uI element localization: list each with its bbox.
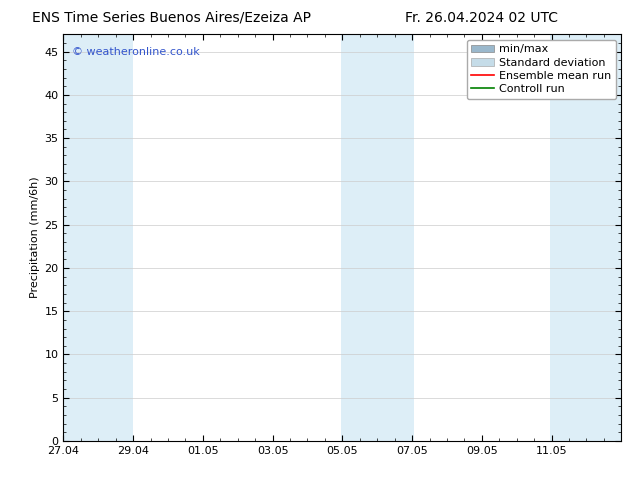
Bar — [550, 34, 621, 441]
Y-axis label: Precipitation (mm/6h): Precipitation (mm/6h) — [30, 177, 40, 298]
Bar — [340, 34, 414, 441]
Text: © weatheronline.co.uk: © weatheronline.co.uk — [72, 47, 200, 56]
Bar — [63, 34, 133, 441]
Text: Fr. 26.04.2024 02 UTC: Fr. 26.04.2024 02 UTC — [405, 11, 559, 25]
Text: ENS Time Series Buenos Aires/Ezeiza AP: ENS Time Series Buenos Aires/Ezeiza AP — [32, 11, 311, 25]
Legend: min/max, Standard deviation, Ensemble mean run, Controll run: min/max, Standard deviation, Ensemble me… — [467, 40, 616, 99]
